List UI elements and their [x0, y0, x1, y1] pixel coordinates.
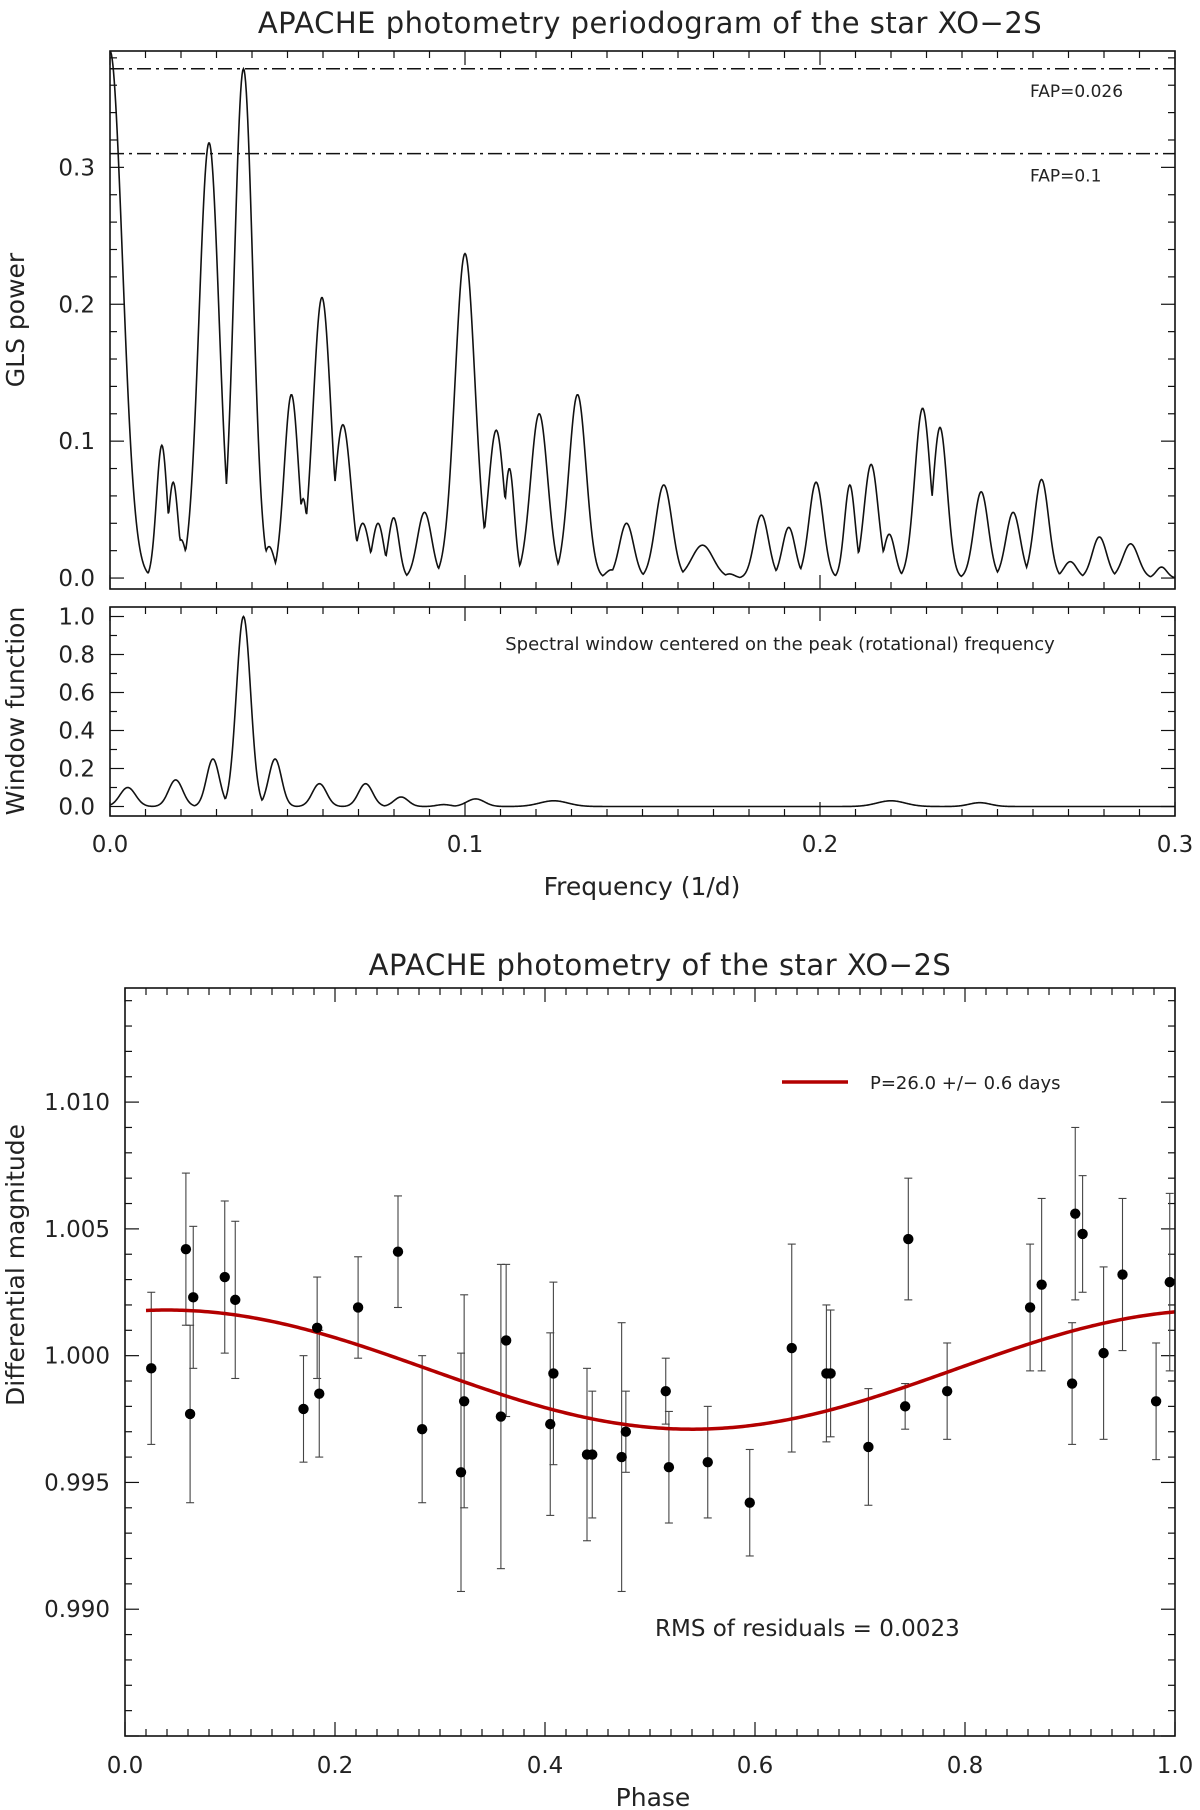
phase-xtick-label: 0.2 — [317, 1753, 354, 1779]
window-ytick-label: 0.4 — [58, 719, 95, 745]
window-ytick-labels: 0.0 0.2 0.4 0.6 0.8 1.0 — [58, 605, 95, 821]
data-point — [941, 1385, 953, 1397]
phase-xtick-label: 1.0 — [1157, 1753, 1194, 1779]
data-point — [587, 1449, 598, 1460]
phase-frame — [124, 987, 1176, 1737]
data-point — [495, 1411, 507, 1422]
window-ytick-label: 0.2 — [58, 757, 95, 783]
data-point — [1024, 1302, 1036, 1313]
data-point — [620, 1426, 632, 1437]
data-point — [180, 1243, 192, 1255]
data-point — [1036, 1279, 1047, 1290]
fap-label: FAP=0.026 — [1030, 82, 1123, 102]
data-point — [863, 1441, 874, 1453]
frequency-xtick-label: 0.2 — [802, 832, 839, 858]
phase-xtick-label: 0.8 — [947, 1753, 984, 1779]
phase-ytick-label: 0.995 — [44, 1470, 110, 1496]
data-point — [744, 1497, 755, 1508]
data-point — [230, 1294, 241, 1306]
frequency-xtick-label: 0.1 — [447, 832, 484, 858]
phase-xtick-label: 0.4 — [527, 1753, 564, 1779]
periodogram-frame — [109, 50, 1176, 590]
frequency-xtick-label: 0.3 — [1157, 832, 1194, 858]
frequency-xtick-labels: 0.0 0.1 0.2 0.3 — [92, 832, 1194, 858]
data-point — [500, 1335, 512, 1346]
data-point — [616, 1451, 627, 1463]
periodogram-ytick-label: 0.0 — [58, 566, 95, 592]
rms-annotation: RMS of residuals = 0.0023 — [655, 1616, 960, 1642]
legend-label: P=26.0 +/− 0.6 days — [870, 1073, 1061, 1094]
phase-ytick-label: 1.000 — [44, 1344, 110, 1370]
data-point — [1117, 1269, 1128, 1280]
window-ylabel: Window function — [1, 607, 30, 816]
data-point — [298, 1403, 309, 1415]
data-point — [311, 1322, 323, 1333]
gls-power-curve — [109, 50, 1176, 579]
fap-labels: FAP=0.026 FAP=0.1 — [1030, 82, 1123, 187]
data-point — [903, 1233, 914, 1245]
error-bars — [147, 1126, 1174, 1593]
phase-xtick-label: 0.0 — [107, 1753, 144, 1779]
data-point — [663, 1462, 675, 1473]
data-point — [545, 1418, 556, 1430]
periodogram-ytick-label: 0.3 — [58, 155, 95, 181]
periodogram-ytick-labels: 0.0 0.1 0.2 0.3 — [58, 155, 95, 592]
data-point — [786, 1342, 797, 1354]
window-frame — [109, 606, 1176, 817]
data-point — [188, 1292, 199, 1303]
data-point — [825, 1368, 836, 1379]
frequency-xtick-label: 0.0 — [92, 832, 129, 858]
window-annotation: Spectral window centered on the peak (ro… — [505, 634, 1055, 655]
periodogram-title: APACHE photometry periodogram of the sta… — [258, 6, 1042, 40]
window-ytick-label: 0.0 — [58, 795, 95, 821]
data-point — [392, 1246, 404, 1257]
data-point — [184, 1408, 196, 1420]
data-point — [314, 1388, 325, 1399]
window-ytick-label: 0.8 — [58, 643, 95, 669]
data-point — [455, 1467, 467, 1478]
periodogram-ytick-label: 0.1 — [58, 429, 95, 455]
phase-ytick-label: 0.990 — [44, 1597, 110, 1623]
phase-xtick-labels: 0.0 0.2 0.4 0.6 0.8 1.0 — [107, 1753, 1194, 1779]
periodogram-ylabel: GLS power — [1, 252, 30, 387]
phase-xlabel: Phase — [616, 1783, 691, 1810]
frequency-xlabel: Frequency (1/d) — [544, 872, 741, 901]
data-points — [146, 1208, 1175, 1508]
data-point — [1077, 1228, 1088, 1240]
data-point — [352, 1302, 364, 1313]
fap-lines — [110, 68, 1175, 155]
periodogram-minor-ticks — [109, 51, 1176, 589]
window-ytick-label: 0.6 — [58, 681, 95, 707]
phase-ytick-labels: 0.990 0.995 1.000 1.005 1.010 — [44, 1090, 110, 1623]
data-point — [702, 1456, 713, 1468]
data-point — [458, 1396, 470, 1407]
phase-ytick-label: 1.010 — [44, 1090, 110, 1116]
data-point — [219, 1271, 230, 1283]
fap-label: FAP=0.1 — [1030, 167, 1101, 187]
data-point — [548, 1368, 559, 1379]
phase-ylabel: Differential magnitude — [1, 1124, 30, 1406]
data-point — [1098, 1347, 1109, 1359]
periodogram-ytick-label: 0.2 — [58, 292, 95, 318]
phase-minor-ticks — [124, 988, 1176, 1737]
window-ytick-label: 1.0 — [58, 605, 95, 631]
data-point — [1150, 1396, 1162, 1407]
phase-ytick-label: 1.005 — [44, 1217, 110, 1243]
data-point — [1070, 1208, 1081, 1219]
data-point — [1066, 1378, 1078, 1389]
data-point — [416, 1423, 428, 1435]
phase-title: APACHE photometry of the star XO−2S — [369, 948, 952, 982]
data-point — [1164, 1276, 1175, 1288]
window-function-curve — [109, 615, 1175, 808]
data-point — [660, 1385, 671, 1397]
data-point — [146, 1363, 157, 1374]
phase-xtick-label: 0.6 — [737, 1753, 774, 1779]
data-point — [899, 1401, 911, 1412]
